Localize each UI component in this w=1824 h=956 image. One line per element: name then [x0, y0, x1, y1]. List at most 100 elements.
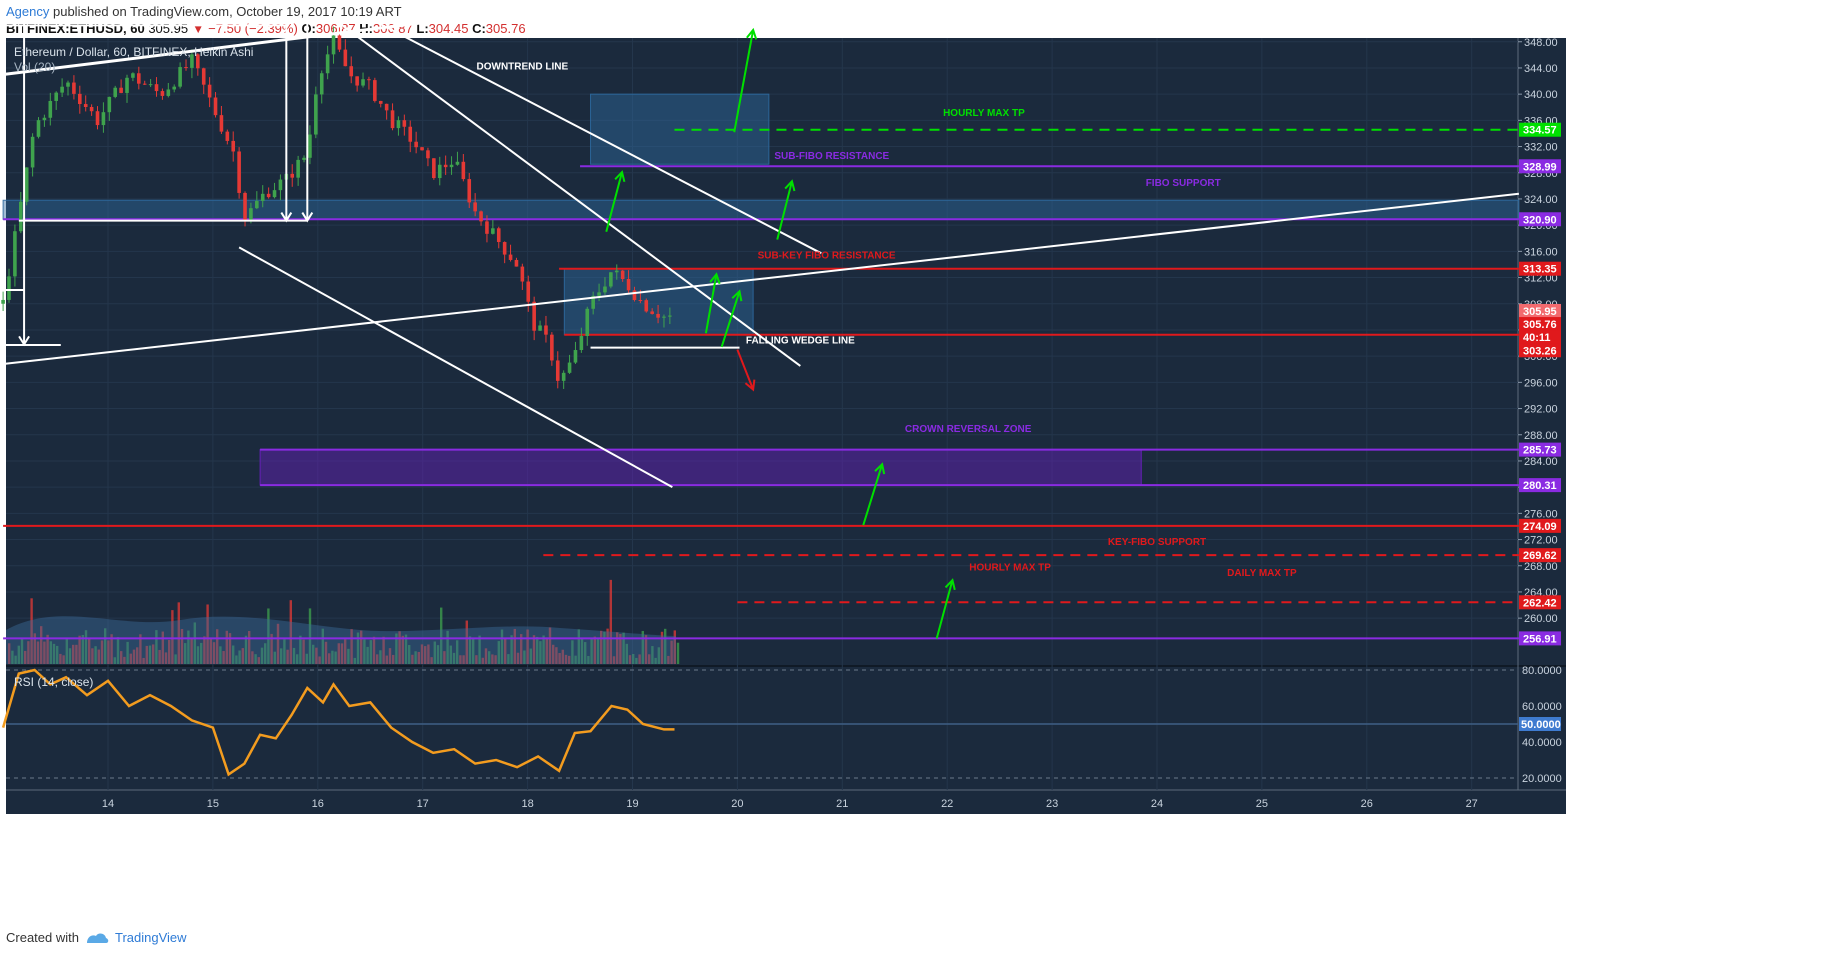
- price-label-box: [1519, 595, 1561, 610]
- annotation-falling-wedge-line: FALLING WEDGE LINE: [746, 336, 855, 347]
- candle-body: [184, 67, 188, 69]
- candle-body: [302, 157, 306, 160]
- volume-bar: [398, 631, 401, 664]
- price-label: 328.99: [1523, 161, 1557, 173]
- volume-bar: [219, 646, 222, 664]
- volume-bar: [216, 629, 219, 664]
- arrow-5: [720, 290, 741, 348]
- price-label: 269.62: [1523, 550, 1557, 562]
- volume-bar: [411, 654, 414, 664]
- annotation-key-fibo-support: KEY-FIBO SUPPORT: [1108, 537, 1206, 548]
- volume-bar: [625, 643, 628, 664]
- volume-bar: [472, 638, 475, 664]
- volume-bar: [395, 633, 398, 664]
- candle-body: [449, 164, 454, 168]
- volume-bar: [302, 639, 305, 664]
- volume-bar: [225, 630, 228, 664]
- volume-bar: [664, 628, 667, 664]
- candle-body: [614, 270, 619, 273]
- price-label: 40:11: [1523, 332, 1551, 344]
- candle-body: [609, 272, 613, 287]
- candle-body: [532, 301, 536, 331]
- arrow-red: [736, 349, 755, 390]
- price-label-box: [1519, 212, 1561, 227]
- volume-bar: [235, 655, 238, 664]
- candle-body: [142, 83, 147, 85]
- candle-body: [42, 117, 47, 121]
- volume-bar: [555, 647, 558, 664]
- volume-bar: [248, 630, 251, 664]
- y-tick-label: 288.00: [1524, 430, 1558, 442]
- levels: [3, 128, 1519, 640]
- candle-body: [231, 140, 236, 152]
- volume-bar: [641, 630, 644, 664]
- volume-bar: [430, 657, 433, 664]
- annotation-sub-key-fibo-resistance: SUB-KEY FIBO RESISTANCE: [758, 251, 896, 262]
- x-tick-label: 25: [1256, 798, 1268, 810]
- volume-bar: [356, 632, 360, 664]
- candle-body: [526, 281, 531, 302]
- volume-bar: [132, 649, 136, 664]
- x-tick-label: 22: [941, 798, 953, 810]
- v-arrow-left-head: [18, 335, 30, 347]
- y-tick-label: 272.00: [1524, 535, 1558, 547]
- candle-body: [196, 54, 200, 69]
- volume-bar: [251, 651, 254, 664]
- volume-bar: [120, 651, 123, 664]
- candle-body: [219, 115, 224, 132]
- volume-bar: [312, 644, 315, 664]
- volume-bar: [116, 637, 120, 664]
- y-tick-label: 296.00: [1524, 377, 1558, 389]
- volume-bar: [648, 654, 651, 664]
- x-tick-label: 24: [1151, 798, 1163, 810]
- volume-bar: [369, 640, 372, 664]
- volume-bar: [110, 634, 113, 664]
- volume-bar: [388, 648, 392, 664]
- volume-bar: [184, 643, 187, 664]
- volume-bar: [145, 645, 148, 664]
- volume-bar: [676, 642, 680, 664]
- volume-bar: [168, 639, 171, 664]
- candle-body: [461, 161, 466, 180]
- candle-body: [325, 54, 330, 74]
- candle-body: [396, 120, 401, 129]
- author-link[interactable]: Agency: [6, 4, 50, 19]
- candle-body: [508, 254, 513, 260]
- volume-bar: [267, 608, 270, 664]
- volume-bar: [628, 655, 632, 664]
- volume-bar: [568, 655, 571, 664]
- candle-body: [378, 100, 383, 104]
- volume-bar: [465, 620, 468, 664]
- volume-bar: [33, 633, 36, 664]
- volume-label: Vol (20): [14, 60, 55, 74]
- volume-bar: [40, 626, 43, 664]
- candle-body: [296, 159, 300, 178]
- volume-bar: [286, 649, 289, 664]
- price-label-box: [1519, 478, 1561, 493]
- trend-downtrend-line-inner: [332, 18, 801, 367]
- x-tick-label: 19: [626, 798, 638, 810]
- volume-bar: [180, 628, 184, 664]
- volume-bar: [459, 655, 462, 664]
- candles: [1, 26, 672, 389]
- tradingview-link[interactable]: TradingView: [114, 930, 187, 945]
- candle-body: [626, 278, 631, 291]
- annotation-hourly-max-tp-red: HOURLY MAX TP: [969, 562, 1051, 573]
- candle-body: [1, 299, 5, 304]
- candle-body: [402, 120, 407, 127]
- zone-crown-reversal-zone: [259, 449, 1142, 486]
- price-label-box: [1519, 317, 1561, 332]
- candle-body: [644, 300, 649, 312]
- volume-bar: [632, 653, 635, 664]
- candle-body: [331, 35, 336, 55]
- candle-body: [237, 151, 241, 193]
- volume-bar: [139, 634, 142, 664]
- candle-body: [585, 308, 590, 336]
- volume-bar: [344, 639, 347, 664]
- price-label: 303.26: [1523, 345, 1557, 357]
- trend-rising-support-line: [2, 192, 1520, 366]
- volume-bar: [609, 579, 612, 664]
- volume-bar: [497, 641, 500, 664]
- y-tick-label: 316.00: [1524, 246, 1558, 258]
